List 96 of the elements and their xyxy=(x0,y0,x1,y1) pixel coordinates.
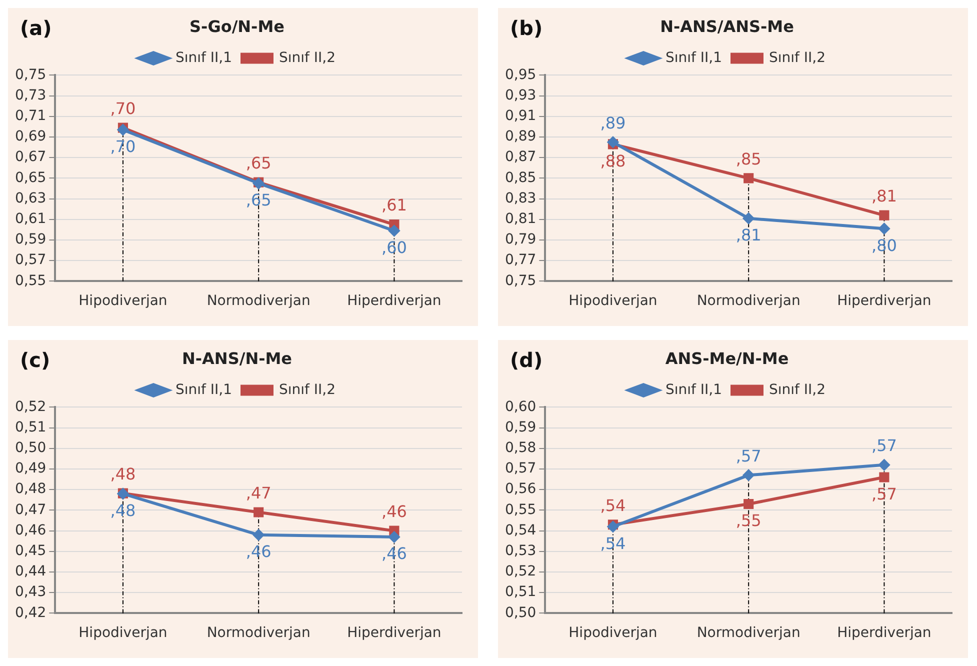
legend-label: Sınıf II,1 xyxy=(175,50,232,66)
x-tick-label: Hiperdiverjan xyxy=(347,625,442,642)
y-tick-label: 0,43 xyxy=(15,584,46,600)
y-tick-label: 0,56 xyxy=(505,481,536,498)
y-tick-label: 0,51 xyxy=(15,419,46,436)
x-tick-label: Normodiverjan xyxy=(696,293,800,310)
legend-label: Sınıf II,2 xyxy=(769,382,826,398)
text: (c) xyxy=(20,348,50,372)
annotation: ,80 xyxy=(871,236,897,255)
y-tick-label: 0,83 xyxy=(505,190,536,206)
y-tick-label: 0,73 xyxy=(15,87,46,104)
annotation: ,70 xyxy=(110,98,136,118)
y-tick-label: 0,52 xyxy=(15,398,46,415)
annotation: ,65 xyxy=(246,153,272,172)
legend-label: Sınıf II,1 xyxy=(665,50,722,66)
legend-label: Sınıf II,2 xyxy=(769,50,826,66)
y-tick-label: 0,71 xyxy=(15,108,46,124)
text: (b) xyxy=(510,16,543,40)
annotation: ,88 xyxy=(600,151,626,170)
y-tick-label: 0,77 xyxy=(505,252,536,268)
annotation: ,54 xyxy=(600,496,626,515)
x-tick-label: Hiperdiverjan xyxy=(347,293,442,310)
x-tick-label: Normodiverjan xyxy=(206,293,310,310)
y-tick-label: 0,50 xyxy=(15,440,46,456)
y-tick-label: 0,85 xyxy=(505,170,536,186)
annotation: ,48 xyxy=(110,464,136,484)
legend-label: Sınıf II,1 xyxy=(665,382,722,398)
y-tick-label: 0,91 xyxy=(505,108,536,124)
text: (a) xyxy=(20,16,52,40)
chart-title: N-ANS/N-Me xyxy=(182,348,292,368)
y-tick-label: 0,58 xyxy=(505,440,536,456)
y-tick-label: 0,48 xyxy=(15,481,46,498)
annotation: ,57 xyxy=(871,484,897,504)
annotation: ,48 xyxy=(110,500,136,520)
chart-title: S-Go/N-Me xyxy=(190,16,285,36)
y-tick-label: 0,59 xyxy=(505,419,536,436)
y-tick-label: 0,81 xyxy=(505,211,536,228)
annotation: ,46 xyxy=(381,502,407,521)
annotation: ,46 xyxy=(246,542,272,562)
x-tick-label: Normodiverjan xyxy=(696,625,800,642)
annotation: ,57 xyxy=(871,436,897,456)
text: (d) xyxy=(510,348,543,372)
annotation: ,65 xyxy=(246,190,272,210)
y-tick-label: 0,42 xyxy=(15,604,46,621)
x-tick-label: Hipodiverjan xyxy=(568,293,658,310)
annotation: ,81 xyxy=(736,226,762,245)
y-tick-label: 0,46 xyxy=(15,522,46,538)
y-tick-label: 0,95 xyxy=(505,66,536,83)
y-tick-label: 0,44 xyxy=(15,564,46,580)
annotation: ,54 xyxy=(600,534,626,553)
y-tick-label: 0,87 xyxy=(505,149,536,166)
annotation: ,60 xyxy=(381,238,407,257)
annotation: ,89 xyxy=(600,113,626,132)
legend-label: Sınıf II,2 xyxy=(279,382,336,398)
x-tick-label: Hipodiverjan xyxy=(78,293,168,310)
y-tick-label: 0,53 xyxy=(505,543,536,560)
annotation: ,57 xyxy=(736,446,762,466)
y-tick-label: 0,65 xyxy=(15,170,46,186)
annotation: ,46 xyxy=(381,544,407,564)
y-tick-label: 0,75 xyxy=(15,66,46,83)
y-tick-label: 0,67 xyxy=(15,149,46,166)
x-tick-label: Hipodiverjan xyxy=(568,625,658,642)
legend-label: Sınıf II,2 xyxy=(279,50,336,66)
chart-title: N-ANS/ANS-Me xyxy=(660,16,794,36)
x-tick-label: Hiperdiverjan xyxy=(837,625,932,642)
y-tick-label: 0,75 xyxy=(505,272,536,289)
y-tick-label: 0,54 xyxy=(505,522,536,538)
annotation: ,70 xyxy=(110,136,136,156)
annotation: ,47 xyxy=(246,483,272,502)
legend-label: Sınıf II,1 xyxy=(175,382,232,398)
y-tick-label: 0,47 xyxy=(15,502,46,518)
y-tick-label: 0,93 xyxy=(505,87,536,104)
annotation: ,55 xyxy=(736,511,762,530)
x-tick-label: Hipodiverjan xyxy=(78,625,168,642)
y-tick-label: 0,57 xyxy=(15,252,46,268)
y-tick-label: 0,63 xyxy=(15,190,46,206)
y-tick-label: 0,55 xyxy=(15,272,46,289)
annotation: ,85 xyxy=(736,149,762,168)
y-tick-label: 0,51 xyxy=(505,584,536,600)
annotation: ,61 xyxy=(381,196,407,215)
y-tick-label: 0,49 xyxy=(15,460,46,477)
y-tick-label: 0,61 xyxy=(15,211,46,228)
x-tick-label: Normodiverjan xyxy=(206,625,310,642)
y-tick-label: 0,89 xyxy=(505,128,536,145)
annotation: ,81 xyxy=(871,186,897,206)
chart-title: ANS-Me/N-Me xyxy=(665,348,789,368)
y-tick-label: 0,55 xyxy=(505,502,536,518)
y-tick-label: 0,69 xyxy=(15,128,46,145)
y-tick-label: 0,50 xyxy=(505,604,536,621)
y-tick-label: 0,45 xyxy=(15,543,46,560)
y-tick-label: 0,52 xyxy=(505,564,536,580)
y-tick-label: 0,57 xyxy=(505,460,536,477)
y-tick-label: 0,59 xyxy=(15,232,46,248)
x-tick-label: Hiperdiverjan xyxy=(837,293,932,310)
y-tick-label: 0,79 xyxy=(505,232,536,248)
y-tick-label: 0,60 xyxy=(505,398,536,415)
